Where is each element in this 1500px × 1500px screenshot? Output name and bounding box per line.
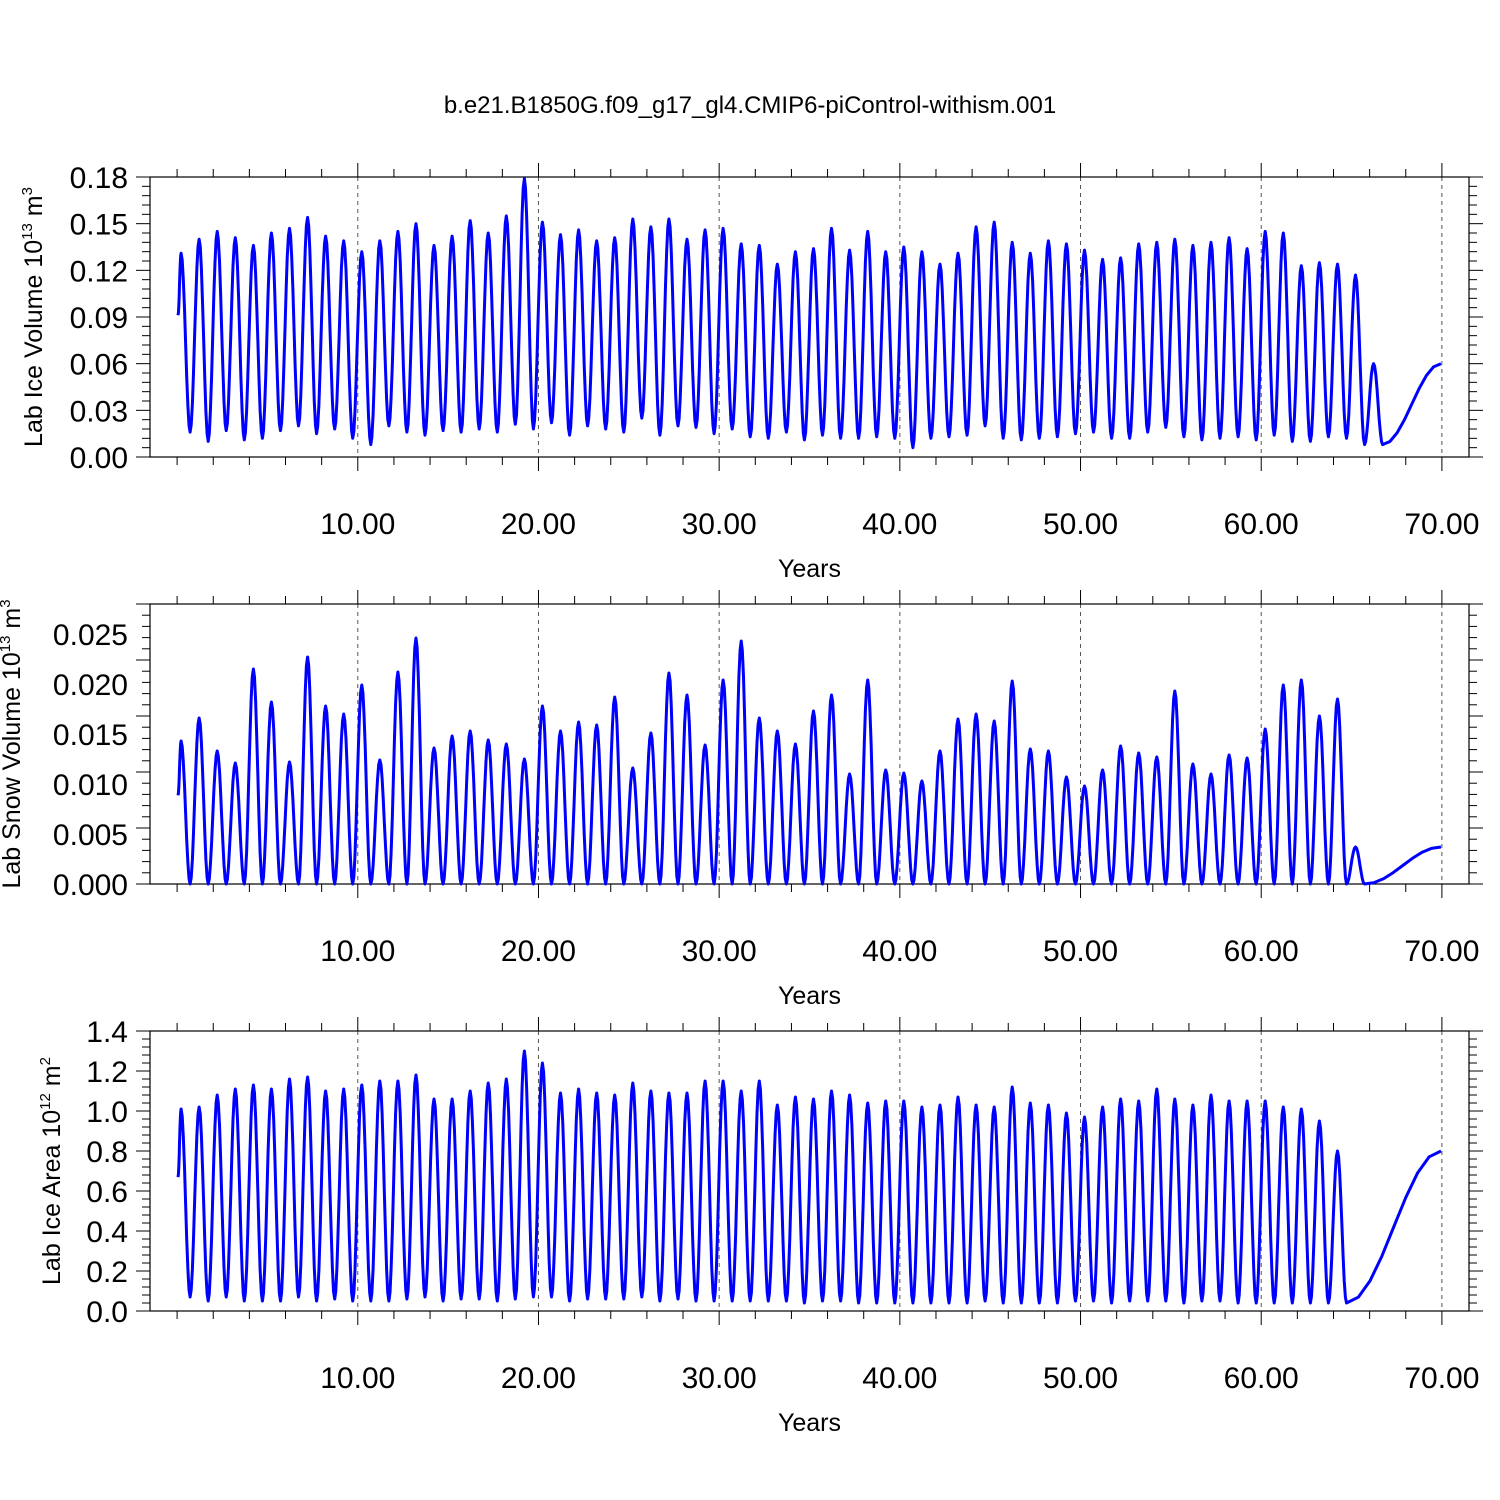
x-tick-label: 30.00 — [682, 1362, 757, 1395]
x-tick-label: 50.00 — [1043, 935, 1118, 968]
y-tick-label: 0.005 — [53, 819, 128, 852]
series-line — [176, 636, 1442, 886]
y-tick-label: 0.015 — [53, 719, 128, 752]
x-tick-label: 70.00 — [1404, 935, 1479, 968]
x-tick-label: 60.00 — [1224, 1362, 1299, 1395]
x-tick-label: 10.00 — [320, 1362, 395, 1395]
y-tick-label: 0.18 — [70, 162, 128, 195]
panel-1: 10.00 20.00 30.00 40.00 50.00 60.00 70.00 0.00 0… — [19, 162, 1483, 583]
x-tick-label: 70.00 — [1404, 1362, 1479, 1395]
x-axis-label: Years — [778, 555, 841, 583]
x-tick-label: 40.00 — [862, 1362, 937, 1395]
y-axis-label: Lab Ice Area 1012 m2 — [37, 1057, 66, 1285]
y-tick-label: 0.8 — [86, 1136, 128, 1169]
plot-frame — [149, 603, 1470, 885]
x-tick-label: 60.00 — [1224, 935, 1299, 968]
y-tick-label: 1.4 — [86, 1016, 128, 1049]
x-tick-label: 20.00 — [501, 508, 576, 541]
y-tick-label: 0.03 — [70, 395, 128, 428]
panel-3: 10.00 20.00 30.00 40.00 50.00 60.00 70.00 0.0 0.… — [37, 1016, 1483, 1437]
y-tick-label: 0.06 — [70, 349, 128, 382]
plot-frame — [149, 1030, 1470, 1312]
y-tick-label: 0.020 — [53, 669, 128, 702]
x-tick-label: 50.00 — [1043, 1362, 1118, 1395]
x-tick-label: 10.00 — [320, 935, 395, 968]
y-tick-label: 0.025 — [53, 619, 128, 652]
panel-2: 10.00 20.00 30.00 40.00 50.00 60.00 70.00 0.000… — [0, 590, 1483, 1010]
x-tick-label: 10.00 — [320, 508, 395, 541]
x-tick-label: 70.00 — [1404, 508, 1479, 541]
chart-title: b.e21.B1850G.f09_g17_gl4.CMIP6-piControl… — [444, 92, 1056, 119]
series-line — [176, 177, 1442, 450]
x-axis-label: Years — [778, 1409, 841, 1437]
y-tick-label: 0.12 — [70, 255, 128, 288]
y-tick-label: 0.2 — [86, 1256, 128, 1289]
y-tick-label: 1.0 — [86, 1096, 128, 1129]
y-tick-label: 0.4 — [86, 1216, 128, 1249]
y-tick-label: 0.00 — [70, 442, 128, 475]
x-tick-label: 60.00 — [1224, 508, 1299, 541]
x-tick-label: 40.00 — [862, 508, 937, 541]
y-tick-label: 0.6 — [86, 1176, 128, 1209]
y-tick-label: 0.09 — [70, 302, 128, 335]
y-tick-label: 0.010 — [53, 769, 128, 802]
x-tick-label: 50.00 — [1043, 508, 1118, 541]
x-tick-label: 20.00 — [501, 1362, 576, 1395]
x-axis-label: Years — [778, 982, 841, 1010]
y-tick-label: 0.15 — [70, 209, 128, 242]
x-tick-label: 30.00 — [682, 935, 757, 968]
y-tick-label: 0.000 — [53, 869, 128, 902]
x-tick-label: 20.00 — [501, 935, 576, 968]
series-line — [176, 1049, 1442, 1305]
y-axis-label: Lab Ice Volume 1013 m3 — [19, 187, 48, 447]
y-axis-label: Lab Snow Volume 1013 m3 — [0, 599, 26, 888]
y-tick-label: 1.2 — [86, 1056, 128, 1089]
x-tick-label: 30.00 — [682, 508, 757, 541]
y-tick-label: 0.0 — [86, 1296, 128, 1329]
x-tick-label: 40.00 — [862, 935, 937, 968]
